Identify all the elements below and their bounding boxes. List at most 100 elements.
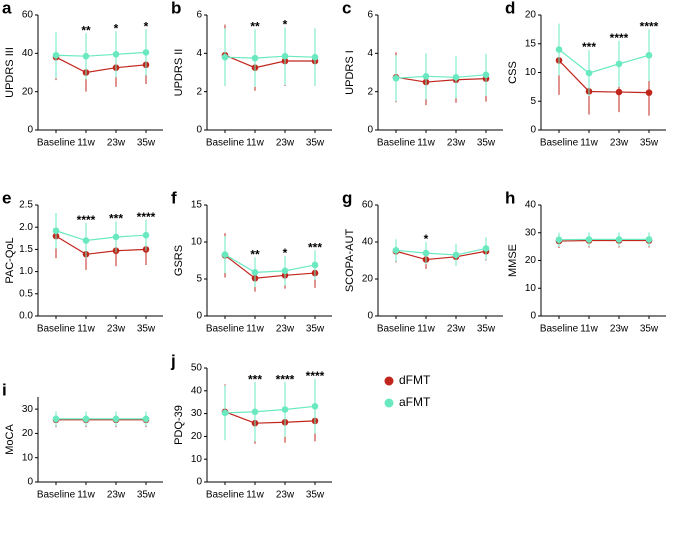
significance: * [144, 20, 149, 34]
y-tick-label: 10 [22, 452, 34, 463]
data-point [615, 60, 623, 68]
y-tick-label: 20 [525, 255, 537, 266]
panel-label: b [171, 0, 181, 17]
x-tick-label: Baseline [37, 490, 76, 501]
y-tick-label: 20 [191, 431, 203, 442]
y-tick-label: 5 [530, 96, 536, 107]
x-tick-label: 11w [417, 324, 435, 335]
data-point [251, 54, 259, 62]
y-tick-label: 5 [196, 274, 202, 285]
x-tick-label: Baseline [377, 138, 416, 149]
legend-marker [384, 398, 394, 408]
x-tick-label: 23w [107, 324, 126, 335]
y-axis-label: MoCA [4, 424, 16, 455]
x-tick-label: 11w [580, 324, 598, 335]
series-line [55, 235, 147, 255]
x-tick-label: Baseline [377, 324, 416, 335]
data-point [482, 245, 490, 252]
data-point [645, 236, 653, 243]
x-tick-label: Baseline [206, 324, 245, 335]
y-tick-label: 0 [367, 311, 373, 322]
y-tick-label: 2 [196, 86, 202, 97]
series-line [55, 230, 147, 242]
significance: * [114, 21, 119, 35]
data-point [112, 233, 120, 241]
data-point [112, 50, 120, 58]
x-tick-label: 35w [306, 490, 325, 501]
x-tick-label: 35w [306, 324, 325, 335]
y-tick-label: 1.0 [19, 266, 33, 277]
x-tick-label: 23w [610, 324, 629, 335]
y-tick-label: 2.0 [19, 222, 33, 233]
y-axis-label: SCOPA-AUT [344, 229, 356, 293]
panel-label: e [2, 188, 11, 207]
data-point [281, 406, 289, 413]
y-axis-label: GSRS [173, 245, 185, 276]
x-tick-label: 35w [306, 138, 325, 149]
series-line [395, 74, 487, 79]
y-tick-label: 20 [22, 428, 34, 439]
y-tick-label: 2.5 [19, 200, 33, 211]
x-tick-label: 23w [276, 324, 295, 335]
panel-label: g [342, 188, 352, 207]
significance: *** [109, 212, 123, 226]
x-tick-label: 35w [137, 324, 156, 335]
x-tick-label: 35w [477, 138, 496, 149]
significance: **** [276, 372, 295, 386]
x-tick-label: 23w [610, 138, 629, 149]
panel-label: d [505, 0, 515, 17]
significance: **** [610, 31, 629, 45]
significance: ** [250, 20, 260, 34]
x-tick-label: 11w [417, 138, 435, 149]
data-point [555, 236, 563, 243]
series-line [558, 49, 650, 74]
y-tick-label: 40 [22, 48, 34, 59]
series-line [224, 54, 315, 69]
y-tick-label: 0 [530, 311, 536, 322]
y-tick-label: 10 [525, 283, 537, 294]
x-tick-label: 11w [246, 138, 264, 149]
data-point [251, 408, 259, 416]
significance: *** [582, 40, 596, 54]
data-point [52, 415, 60, 423]
x-tick-label: 35w [477, 324, 496, 335]
y-tick-label: 40 [525, 200, 537, 211]
y-tick-label: 0 [367, 125, 373, 136]
y-tick-label: 4 [367, 48, 373, 59]
data-point [645, 89, 653, 96]
y-tick-label: 0 [27, 477, 33, 488]
data-point [221, 251, 229, 258]
y-tick-label: 10 [191, 454, 203, 465]
data-point [311, 261, 319, 269]
x-tick-label: 11w [246, 490, 264, 501]
y-tick-label: 15 [525, 38, 537, 49]
y-tick-label: 60 [22, 10, 34, 21]
data-point [452, 73, 460, 81]
data-point [221, 53, 229, 61]
series-line [224, 411, 316, 424]
x-tick-label: Baseline [540, 138, 579, 149]
data-point [251, 269, 259, 276]
significance: * [283, 18, 288, 32]
panel-label: j [170, 351, 176, 370]
y-tick-label: 6 [196, 10, 202, 21]
x-tick-label: Baseline [37, 324, 76, 335]
data-point [112, 415, 120, 423]
data-point [82, 415, 90, 423]
data-point [482, 71, 490, 79]
series-line [558, 60, 650, 94]
x-tick-label: Baseline [540, 324, 579, 335]
y-tick-label: 20 [362, 274, 374, 285]
y-axis-label: PAC-QoL [4, 237, 16, 283]
panel-label: i [2, 380, 7, 399]
y-tick-label: 50 [191, 363, 203, 374]
y-tick-label: 0 [196, 125, 202, 136]
data-point [645, 51, 653, 59]
y-tick-label: 30 [525, 227, 537, 238]
y-tick-label: 0.5 [19, 288, 33, 299]
data-point [452, 251, 460, 259]
y-axis-label: UPDRS II [173, 49, 185, 97]
data-point [82, 237, 90, 244]
x-tick-label: 11w [77, 490, 95, 501]
